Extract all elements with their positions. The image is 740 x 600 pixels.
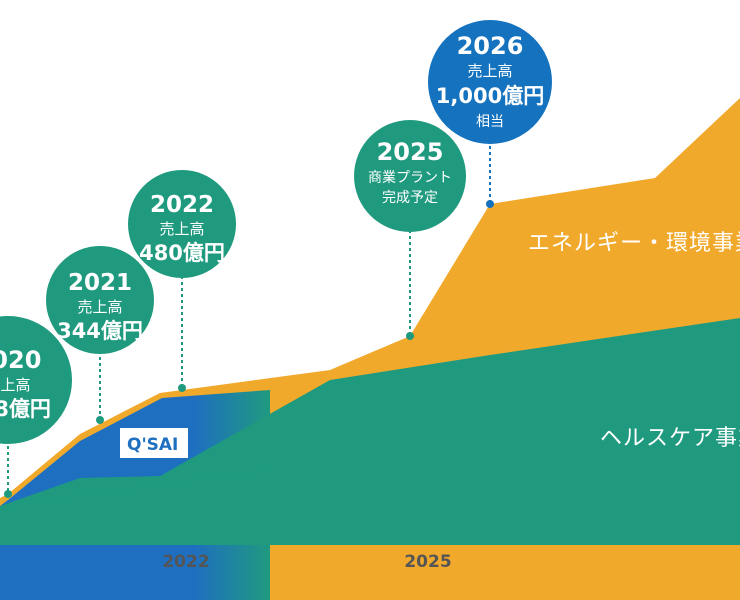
milestone-2025-year: 2025 xyxy=(377,138,444,166)
milestone-2022-label: 売上高 xyxy=(159,220,204,238)
milestone-2020-value: 268億円 xyxy=(0,397,51,421)
milestone-2026-note: 相当 xyxy=(476,114,504,130)
milestone-2025-line2: 完成予定 xyxy=(382,190,438,206)
milestone-2022-value: 480億円 xyxy=(139,241,225,265)
healthcare-series-label: ヘルスケア事業 xyxy=(600,426,740,451)
qsai-logo: Q'SAI xyxy=(120,428,188,458)
milestone-2020-year: 2020 xyxy=(0,346,41,374)
milestone-2025-line1: 商業プラント xyxy=(368,170,452,186)
qsai-logo-text: Q'SAI xyxy=(127,435,178,455)
milestone-2022: 2022 売上高 480億円 xyxy=(128,170,236,392)
milestone-2026-label: 売上高 xyxy=(467,62,512,80)
healthcare-area-lower xyxy=(0,470,270,545)
milestone-2026-value: 1,000億円 xyxy=(436,84,544,108)
milestone-2021-label: 売上高 xyxy=(77,298,122,316)
milestone-2025: 2025 商業プラント 完成予定 xyxy=(354,120,466,340)
milestone-2020: 2020 売上高 268億円 xyxy=(0,316,72,498)
milestone-2021-year: 2021 xyxy=(68,270,132,296)
x-tick-2022: 2022 xyxy=(162,552,209,572)
x-tick-2025: 2025 xyxy=(404,552,451,572)
milestone-2026-year: 2026 xyxy=(457,32,524,60)
milestone-2022-year: 2022 xyxy=(150,192,214,218)
milestone-2021: 2021 売上高 344億円 xyxy=(46,246,154,424)
milestone-2021-value: 344億円 xyxy=(57,319,143,343)
milestone-2020-label: 売上高 xyxy=(0,376,31,394)
milestone-2026: 2026 売上高 1,000億円 相当 xyxy=(428,20,552,208)
energy-series-label: エネルギー・環境事業 xyxy=(528,231,740,256)
